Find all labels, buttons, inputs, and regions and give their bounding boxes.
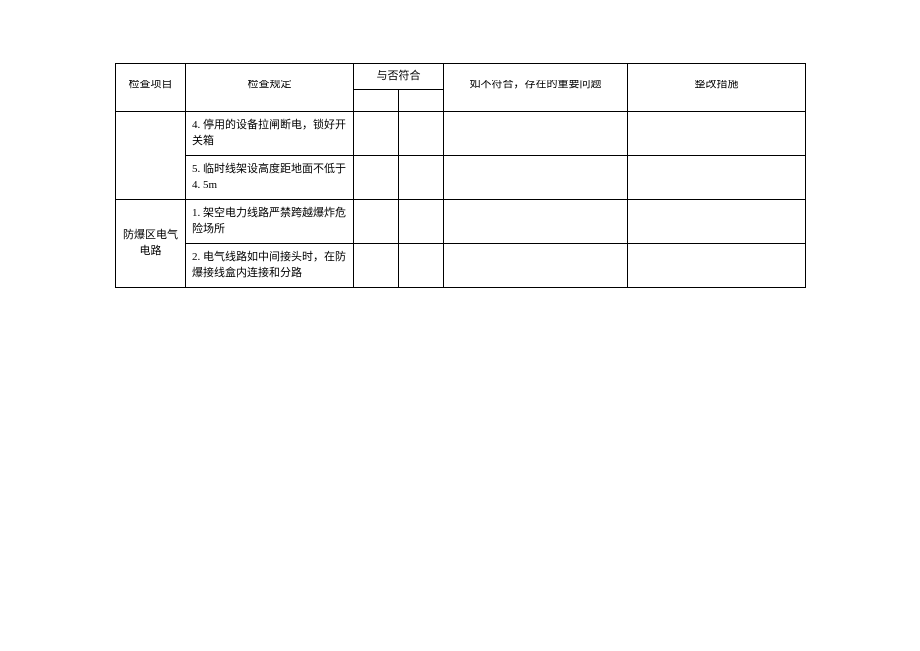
header-col-2: 检查规定 bbox=[186, 64, 354, 112]
cell-c5 bbox=[444, 111, 628, 155]
cell-c3 bbox=[354, 111, 399, 155]
cell-c6 bbox=[628, 199, 806, 243]
table-row: 2. 电气线路如中间接头时，在防爆接线盒内连接和分路 bbox=[116, 243, 806, 287]
cell-c5 bbox=[444, 199, 628, 243]
header-col-34-merged: 与否符合 bbox=[354, 64, 444, 90]
cell-category-1 bbox=[116, 111, 186, 199]
cell-c5 bbox=[444, 155, 628, 199]
header-col-5: 如不符合，存在的重要问题 bbox=[444, 64, 628, 112]
cell-c3 bbox=[354, 199, 399, 243]
header-col-4-sub bbox=[399, 89, 444, 111]
cell-category-2: 防爆区电气电路 bbox=[116, 199, 186, 287]
table-row: 5. 临时线架设高度距地面不低于 4. 5m bbox=[116, 155, 806, 199]
cell-c3 bbox=[354, 243, 399, 287]
cell-c3 bbox=[354, 155, 399, 199]
cell-content: 5. 临时线架设高度距地面不低于 4. 5m bbox=[186, 155, 354, 199]
cell-c6 bbox=[628, 111, 806, 155]
cell-c5 bbox=[444, 243, 628, 287]
cell-c4 bbox=[399, 243, 444, 287]
header-col-3-sub bbox=[354, 89, 399, 111]
cell-c6 bbox=[628, 243, 806, 287]
cell-content: 4. 停用的设备拉闸断电，锁好开关箱 bbox=[186, 111, 354, 155]
table-header-row-1: 检查项目 检查规定 与否符合 如不符合，存在的重要问题 整改措施 bbox=[116, 64, 806, 90]
header-col-6: 整改措施 bbox=[628, 64, 806, 112]
inspection-table-container: 检查项目 检查规定 与否符合 如不符合，存在的重要问题 整改措施 4. 停用的设… bbox=[115, 63, 805, 288]
cell-content: 2. 电气线路如中间接头时，在防爆接线盒内连接和分路 bbox=[186, 243, 354, 287]
table-row: 防爆区电气电路 1. 架空电力线路严禁跨越爆炸危险场所 bbox=[116, 199, 806, 243]
cell-c4 bbox=[399, 111, 444, 155]
header-col-1: 检查项目 bbox=[116, 64, 186, 112]
cell-c4 bbox=[399, 199, 444, 243]
cell-c4 bbox=[399, 155, 444, 199]
cell-content: 1. 架空电力线路严禁跨越爆炸危险场所 bbox=[186, 199, 354, 243]
cell-c6 bbox=[628, 155, 806, 199]
table-row: 4. 停用的设备拉闸断电，锁好开关箱 bbox=[116, 111, 806, 155]
inspection-table: 检查项目 检查规定 与否符合 如不符合，存在的重要问题 整改措施 4. 停用的设… bbox=[115, 63, 806, 288]
